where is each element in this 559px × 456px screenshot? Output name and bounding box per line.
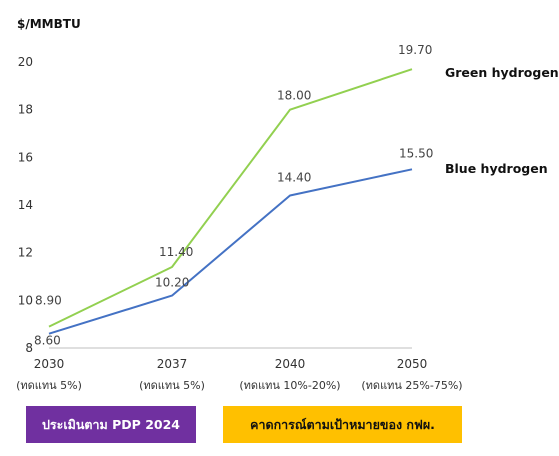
x-tick-label: 2037: [157, 357, 188, 371]
x-tick-sublabel: (ทดแทน 5%): [139, 379, 205, 392]
x-tick-label: 2050: [397, 357, 428, 371]
blue-hydrogen-line: [48, 168, 413, 335]
blue-data-label: 15.50: [399, 146, 433, 160]
y-tick-label: 16: [18, 150, 33, 164]
series-layer: [48, 68, 413, 335]
pdp-2024-badge: ประเมินตาม PDP 2024: [26, 406, 196, 443]
blue-data-label: 10.20: [155, 276, 189, 290]
y-tick-label: 18: [18, 103, 33, 117]
legend-blue-hydrogen: Blue hydrogen: [445, 161, 548, 176]
y-axis-ticks: 8 10 12 14 16 18 20: [18, 55, 33, 355]
x-tick-sublabel: (ทดแทน 25%-75%): [361, 379, 462, 392]
y-tick-label: 10: [18, 293, 33, 307]
legend-green-hydrogen: Green hydrogen: [445, 65, 559, 80]
blue-data-label: 14.40: [277, 170, 311, 184]
green-hydrogen-line: [48, 68, 413, 328]
green-data-label: 8.90: [35, 294, 62, 308]
green-data-label: 11.40: [159, 245, 193, 259]
y-tick-label: 20: [18, 55, 33, 69]
line-chart: $/MMBTU 8 10 12 14 16 18 20 2030 (ทดแทน 5%) 2037…: [16, 17, 559, 392]
egat-target-badge: คาดการณ์ตามเป้าหมายของ กฟผ.: [223, 406, 462, 443]
y-tick-label: 8: [25, 341, 33, 355]
green-data-label: 18.00: [277, 89, 311, 103]
y-tick-label: 14: [18, 198, 33, 212]
data-labels: 8.90 11.40 18.00 19.70 8.60 10.20 14.40 15.50: [34, 43, 433, 348]
x-tick-sublabel: (ทดแทน 10%-20%): [239, 379, 340, 392]
x-tick-sublabel: (ทดแทน 5%): [16, 379, 82, 392]
legend: Green hydrogen Blue hydrogen: [445, 65, 559, 176]
green-data-label: 19.70: [398, 43, 432, 57]
x-axis-ticks: 2030 (ทดแทน 5%) 2037 (ทดแทน 5%) 2040 (ทดแทน 1…: [16, 357, 463, 392]
x-tick-label: 2030: [34, 357, 65, 371]
y-tick-label: 12: [18, 246, 33, 260]
x-tick-label: 2040: [275, 357, 306, 371]
y-axis-label: $/MMBTU: [17, 17, 81, 31]
blue-data-label: 8.60: [34, 334, 61, 348]
